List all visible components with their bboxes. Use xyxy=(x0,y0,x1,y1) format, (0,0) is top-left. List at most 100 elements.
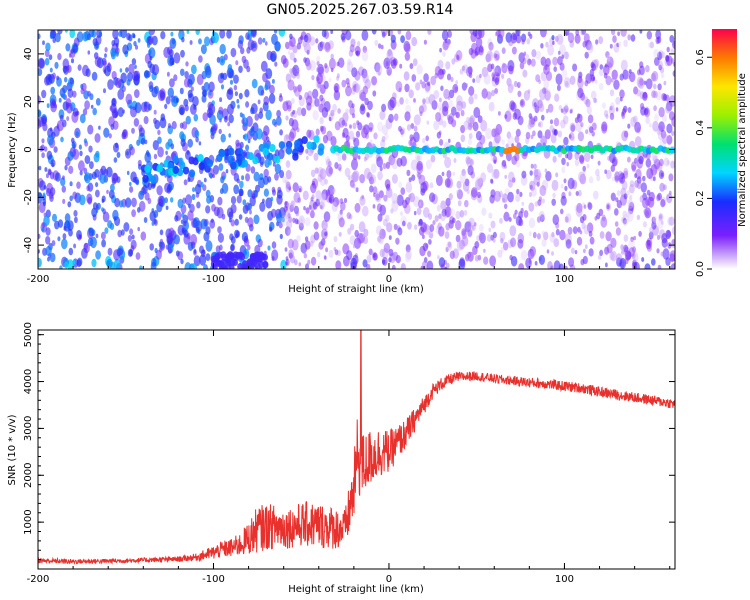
spectrogram-cell xyxy=(361,127,368,139)
spectrogram-cell xyxy=(83,90,89,100)
spectrogram-cell xyxy=(38,58,46,69)
spectrogram-drift-cell xyxy=(197,154,204,162)
spectrogram-cell xyxy=(45,188,52,197)
spectrogram-cell xyxy=(614,175,620,183)
spectrogram-cell xyxy=(541,114,545,121)
spectrogram-cell xyxy=(363,236,369,245)
spectrogram-cell xyxy=(381,103,387,112)
spectrogram-cell xyxy=(190,234,198,246)
spectrogram-cell xyxy=(501,197,506,203)
colorbar-gradient xyxy=(712,29,737,269)
spectrogram-cell xyxy=(79,113,86,124)
spectrogram-cell xyxy=(455,80,459,85)
spectrogram-cell xyxy=(227,103,234,115)
spectrogram-cell xyxy=(492,137,499,148)
spectrogram-cell xyxy=(583,96,589,105)
spectrogram-cell xyxy=(610,192,616,202)
spectrogram-cell xyxy=(611,30,616,36)
spectrogram-cell xyxy=(123,222,130,232)
spectrogram-cell xyxy=(424,84,430,94)
spectrogram-cell xyxy=(68,228,73,237)
spectrogram-drift-cell xyxy=(206,159,214,168)
spectrogram-cell xyxy=(44,49,50,58)
spectrogram-cell xyxy=(519,98,526,108)
snr-xlabel: Height of straight line (km) xyxy=(288,584,424,595)
spectrogram-cell xyxy=(467,251,474,262)
spectrogram-cell xyxy=(622,219,628,227)
spectrogram-cell xyxy=(501,139,505,146)
spectrogram-cell xyxy=(134,89,140,99)
spectrogram-drift-cell xyxy=(306,141,313,150)
spectrogram-cell xyxy=(669,95,675,107)
spectrogram-cell xyxy=(653,158,661,170)
spectrogram-cell xyxy=(199,245,204,254)
spectrogram-cell xyxy=(271,79,275,84)
spectrogram-cell xyxy=(234,91,238,97)
spectrogram-cell xyxy=(115,43,119,48)
spectrogram-cell xyxy=(289,36,296,47)
spectrogram-cell xyxy=(320,198,326,207)
spectrogram-cell xyxy=(388,248,394,257)
spectrogram-cell xyxy=(527,31,531,37)
spectrogram-cell xyxy=(274,172,279,181)
spectrogram-cell xyxy=(194,130,200,138)
spectrogram-cell xyxy=(321,189,329,201)
spectrogram-cell xyxy=(483,248,486,253)
spectrogram-cell xyxy=(581,222,586,230)
spectrogram-cell xyxy=(334,121,341,131)
spectrogram-cell xyxy=(422,98,426,105)
spectrogram-cell xyxy=(90,236,97,249)
spectrogram-cell xyxy=(286,181,291,190)
spectrogram-cell xyxy=(370,174,376,184)
spectrogram-cell xyxy=(276,212,283,223)
spectrogram-cell xyxy=(642,221,647,228)
spectrogram-cell xyxy=(498,190,503,198)
spectrogram-cell xyxy=(326,158,331,167)
spectrogram-cell xyxy=(633,86,639,95)
spectrogram-cell xyxy=(260,89,265,96)
spectrogram-cell xyxy=(540,43,544,49)
spectrogram-cell xyxy=(355,50,359,56)
spectrogram-cell xyxy=(153,219,158,226)
spectrogram-cell xyxy=(362,205,369,217)
spectrogram-cell xyxy=(423,257,428,263)
spectrogram-xtick-label: 0 xyxy=(386,274,392,285)
spectrogram-cell xyxy=(278,221,283,229)
spectrogram-cell xyxy=(623,167,629,176)
spectrogram-cell xyxy=(477,254,482,261)
spectrogram-cell xyxy=(652,176,656,182)
spectrogram-cell xyxy=(228,133,231,138)
spectrogram-cell xyxy=(389,96,397,109)
spectrogram-cell xyxy=(466,157,473,168)
spectrogram-cell xyxy=(359,174,365,184)
spectrogram-cell xyxy=(381,136,386,143)
spectrogram-drift-cell xyxy=(230,161,237,170)
spectrogram-cell xyxy=(528,217,536,229)
spectrogram-cell xyxy=(493,190,501,202)
spectrogram-cell xyxy=(184,71,189,79)
spectrogram-cell xyxy=(564,103,569,110)
spectrogram-cell xyxy=(43,201,46,207)
spectrogram-cell xyxy=(122,44,129,55)
spectrogram-cell xyxy=(193,113,199,122)
snr-xtick-label: -100 xyxy=(202,574,225,585)
spectrogram-cell xyxy=(461,65,466,72)
spectrogram-cell xyxy=(579,155,585,165)
spectrogram-cell xyxy=(351,113,356,119)
spectrogram-cell xyxy=(566,151,573,161)
spectrogram-cell xyxy=(280,55,287,65)
spectrogram-cell xyxy=(235,60,239,66)
spectrogram-cell xyxy=(447,241,452,248)
spectrogram-cell xyxy=(321,30,327,38)
spectrogram-cell xyxy=(472,121,479,132)
spectrogram-cell xyxy=(70,58,75,64)
spectrogram-cell xyxy=(525,257,532,269)
spectrogram-cell xyxy=(348,49,354,57)
spectrogram-cell xyxy=(386,49,394,61)
spectrogram-cell xyxy=(49,187,56,196)
spectrogram-cell xyxy=(646,30,652,40)
spectrogram-cell xyxy=(352,170,360,182)
spectrogram-cell xyxy=(297,84,302,92)
spectrogram-cell xyxy=(224,155,229,164)
spectrogram-cell xyxy=(275,116,282,126)
